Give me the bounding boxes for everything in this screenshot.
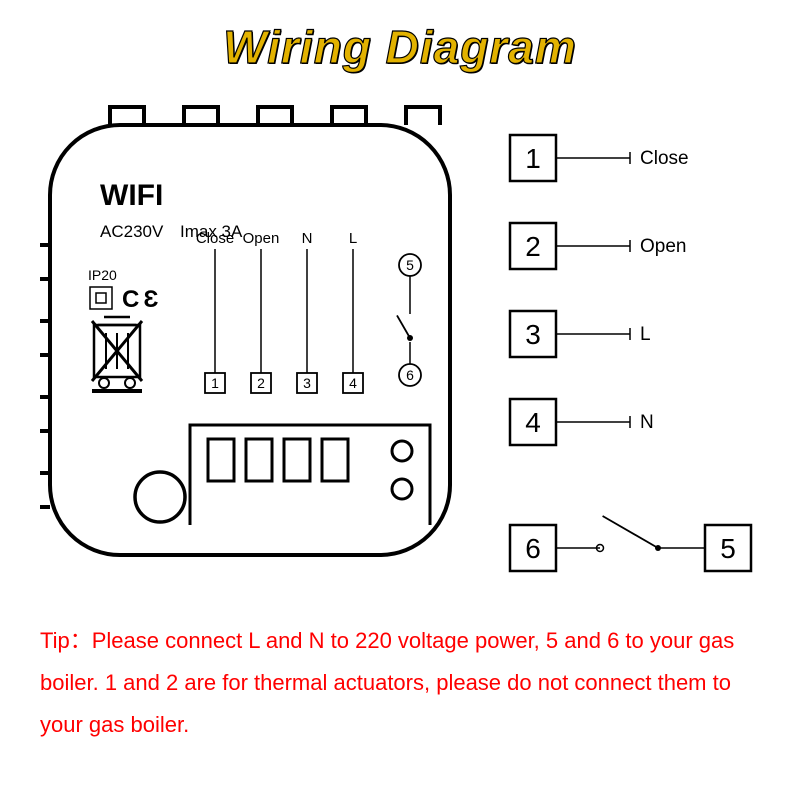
- svg-text:N: N: [640, 412, 654, 433]
- svg-text:5: 5: [406, 257, 414, 273]
- svg-text:N: N: [302, 230, 313, 247]
- svg-text:2: 2: [525, 231, 541, 262]
- svg-text:6: 6: [525, 533, 541, 564]
- page-title: Wiring Diagram: [0, 20, 800, 74]
- svg-text:WIFI: WIFI: [100, 179, 163, 212]
- diagram-area: WIFIAC230VImax 3AIP20CƐClose1Open2N3L456…: [40, 105, 760, 605]
- svg-text:L: L: [349, 230, 357, 247]
- svg-text:CƐ: CƐ: [122, 286, 162, 313]
- svg-text:1: 1: [525, 143, 541, 174]
- svg-text:Open: Open: [243, 230, 280, 247]
- svg-text:AC230V: AC230V: [100, 222, 164, 241]
- svg-text:Open: Open: [640, 236, 686, 257]
- svg-text:5: 5: [720, 533, 736, 564]
- svg-text:4: 4: [349, 375, 357, 391]
- svg-text:Close: Close: [640, 148, 689, 169]
- svg-text:Close: Close: [196, 230, 234, 247]
- svg-text:3: 3: [303, 375, 311, 391]
- svg-text:1: 1: [211, 375, 219, 391]
- svg-text:6: 6: [406, 367, 414, 383]
- svg-text:L: L: [640, 324, 651, 345]
- svg-text:2: 2: [257, 375, 265, 391]
- svg-text:IP20: IP20: [88, 267, 117, 283]
- svg-text:3: 3: [525, 319, 541, 350]
- svg-text:4: 4: [525, 407, 541, 438]
- tip-text: Tip：Please connect L and N to 220 voltag…: [40, 620, 760, 745]
